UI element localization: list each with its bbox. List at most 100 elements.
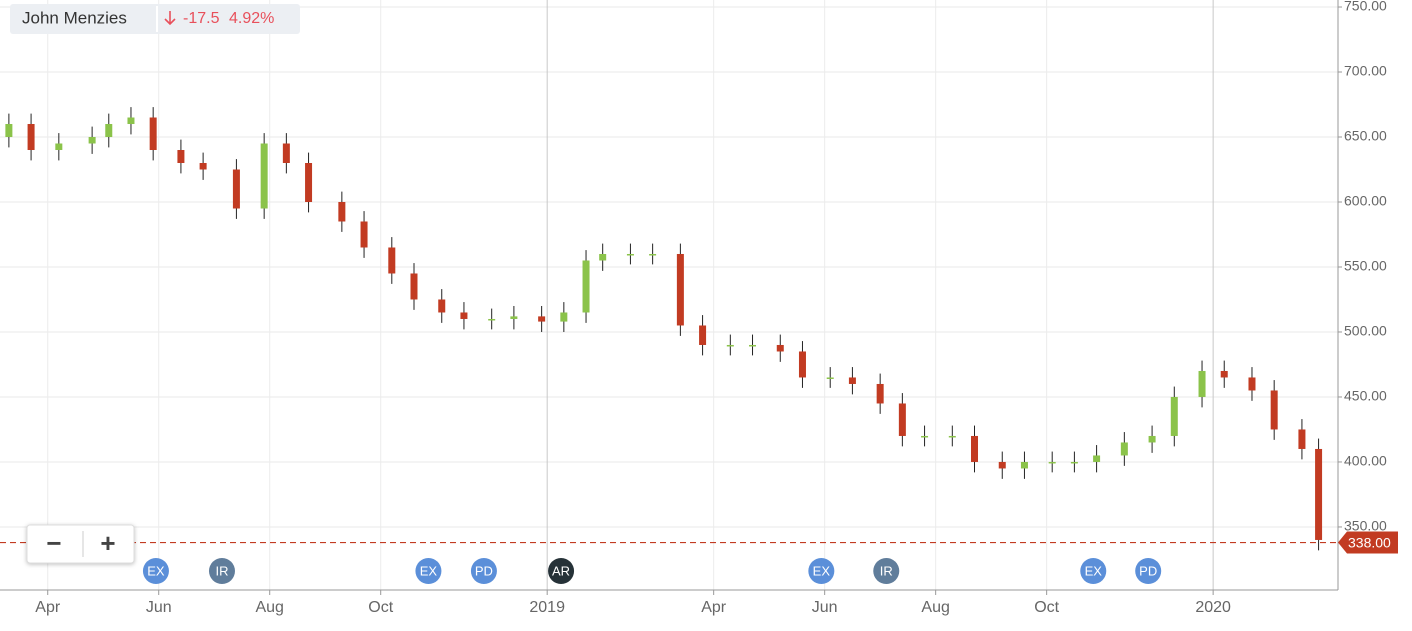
candle-body: [260, 143, 268, 209]
candle-body: [998, 461, 1006, 469]
candle-body: [699, 325, 707, 345]
legend-name: John Menzies: [22, 8, 127, 27]
x-tick-label: Aug: [255, 599, 283, 616]
candle-body: [1198, 370, 1206, 397]
event-badge[interactable]: [1135, 558, 1162, 584]
candle-body: [1270, 390, 1278, 430]
x-tick-label: Apr: [35, 599, 61, 616]
candle-body: [599, 253, 607, 261]
event-badge[interactable]: [548, 558, 575, 584]
candle-body: [649, 253, 657, 256]
last-price-flag: [1338, 531, 1398, 554]
x-tick-label: Aug: [921, 599, 949, 616]
x-tick-label: Oct: [368, 599, 393, 616]
zoom-in-button[interactable]: +: [100, 528, 115, 558]
event-badge[interactable]: [1080, 558, 1107, 584]
event-label: EX: [813, 563, 831, 578]
event-label: IR: [880, 563, 893, 578]
y-tick-label: 750.00: [1344, 0, 1387, 14]
event-label: AR: [552, 563, 570, 578]
candle-body: [538, 316, 546, 322]
candle-body: [776, 344, 784, 352]
y-tick-label: 650.00: [1344, 128, 1387, 144]
candle-body: [149, 117, 157, 151]
candle-body: [626, 253, 634, 256]
event-label: EX: [420, 563, 438, 578]
legend-box: [10, 4, 300, 34]
event-badge[interactable]: [415, 558, 442, 584]
event-label: EX: [147, 563, 165, 578]
candle-body: [971, 435, 979, 462]
x-tick-label: Jun: [146, 599, 172, 616]
candle-body: [388, 247, 396, 274]
candle-body: [510, 316, 518, 319]
candle-body: [360, 221, 368, 248]
legend-change: -17.5: [183, 10, 220, 27]
y-tick-label: 350.00: [1344, 518, 1387, 534]
event-badge[interactable]: [808, 558, 835, 584]
x-tick-label: Apr: [701, 599, 727, 616]
grid: [0, 0, 1338, 590]
candle-body: [921, 435, 929, 438]
last-price-label: 338.00: [1348, 534, 1391, 550]
candle-body: [1298, 429, 1306, 449]
legend-change-pct: 4.92%: [229, 10, 274, 27]
candle-body: [1315, 448, 1323, 540]
x-tick-label: 2019: [529, 599, 565, 616]
candle-body: [749, 344, 757, 347]
candle-body: [798, 351, 806, 378]
candle-body: [488, 318, 496, 321]
axes: 350.00 400.00 450.00 500.00 550.00 600.00 650.…: [35, 0, 1398, 616]
candle-body: [948, 435, 956, 438]
y-tick-label: 400.00: [1344, 453, 1387, 469]
event-label: PD: [1139, 563, 1157, 578]
zoom-box: [26, 524, 135, 564]
y-tick-label: 450.00: [1344, 388, 1387, 404]
candle-body: [1170, 396, 1178, 436]
candle-body: [1120, 442, 1128, 456]
y-tick-label: 700.00: [1344, 63, 1387, 79]
candle-body: [55, 143, 63, 151]
candle-body: [105, 124, 113, 138]
candle-body: [560, 312, 568, 322]
x-tick-label: 2020: [1195, 599, 1231, 616]
candle-body: [1093, 455, 1101, 462]
candle-body: [726, 344, 734, 347]
event-badge[interactable]: [142, 558, 169, 584]
event-badge[interactable]: [470, 558, 497, 584]
candle-body: [1148, 435, 1156, 443]
candle-body: [1070, 461, 1078, 464]
y-tick-label: 550.00: [1344, 258, 1387, 274]
event-label: IR: [215, 563, 228, 578]
candle-body: [582, 260, 590, 313]
candle-body: [1048, 461, 1056, 464]
candle-body: [460, 312, 468, 319]
event-badge[interactable]: [873, 558, 900, 584]
candle-body: [127, 117, 135, 125]
y-tick-label: 500.00: [1344, 323, 1387, 339]
candle-body: [338, 201, 346, 222]
candle-body: [1220, 370, 1228, 378]
event-label: EX: [1085, 563, 1103, 578]
candle-body: [305, 163, 313, 202]
candle-body: [1248, 377, 1256, 391]
x-tick-label: Jun: [812, 599, 838, 616]
candle-body: [5, 124, 13, 138]
candle-body: [232, 169, 240, 209]
y-tick-label: 600.00: [1344, 193, 1387, 209]
candle-body: [1020, 461, 1028, 469]
candle-body: [199, 163, 207, 170]
candle-body: [826, 377, 834, 379]
candle-body: [848, 377, 856, 384]
zoom-out-button[interactable]: −: [46, 528, 61, 558]
candle-body: [88, 137, 96, 144]
candle-body: [282, 143, 290, 164]
candle-body: [898, 403, 906, 436]
candle-body: [438, 299, 446, 313]
event-label: PD: [475, 563, 493, 578]
event-badge[interactable]: [208, 558, 235, 584]
events: EX IR EX PD AR EX IR EX PD: [142, 558, 1162, 584]
candles: [0, 107, 1338, 551]
